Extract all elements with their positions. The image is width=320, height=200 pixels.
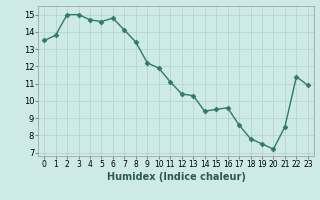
X-axis label: Humidex (Indice chaleur): Humidex (Indice chaleur) <box>107 172 245 182</box>
